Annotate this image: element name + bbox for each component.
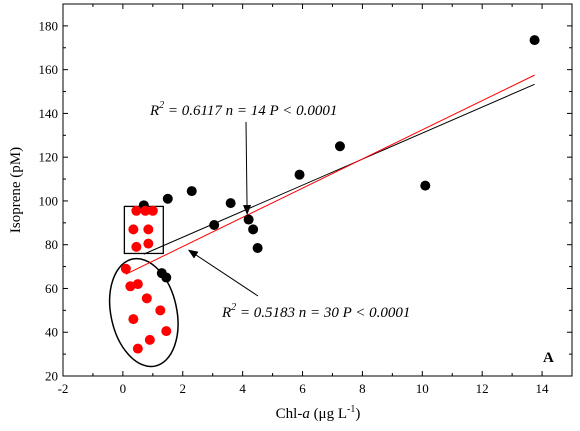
y-tick-label: 120 <box>39 150 59 165</box>
data-point <box>131 205 142 216</box>
data-point <box>209 220 220 231</box>
data-point <box>131 241 142 252</box>
axis-ticks: -2 0 2 4 6 8 10 12 14 20 40 60 80 100 120 140 160 180 <box>39 3 573 396</box>
plot-frame <box>62 3 573 377</box>
data-point <box>147 205 158 216</box>
data-point <box>132 343 143 354</box>
data-point <box>252 242 263 253</box>
regression-line <box>125 74 535 275</box>
x-tick-label: 0 <box>120 381 127 396</box>
data-point <box>141 293 152 304</box>
annotation-label: R2 = 0.6117 n = 14 P < 0.0001 <box>149 100 337 119</box>
y-tick-label: 100 <box>39 193 59 208</box>
x-tick-label: 4 <box>239 381 246 396</box>
data-point <box>143 238 154 249</box>
data-point <box>120 263 131 274</box>
data-point <box>140 205 151 216</box>
x-tick-label: 2 <box>180 381 187 396</box>
y-tick-label: 80 <box>45 237 58 252</box>
data-point <box>294 169 305 180</box>
y-tick-label: 20 <box>45 369 58 384</box>
data-point <box>161 326 172 337</box>
data-point <box>529 35 540 46</box>
data-point <box>143 224 154 235</box>
y-tick-label: 160 <box>39 62 59 77</box>
x-tick-label: 12 <box>476 381 489 396</box>
annotation-label: R2 = 0.5183 n = 30 P < 0.0001 <box>221 302 410 321</box>
y-tick-label: 60 <box>45 281 58 296</box>
y-tick-label: 140 <box>39 106 59 121</box>
x-tick-label: 14 <box>536 381 550 396</box>
x-tick-label: -2 <box>58 381 69 396</box>
data-point <box>186 186 197 197</box>
fit-lines <box>125 74 535 275</box>
data-point <box>128 224 139 235</box>
x-tick-label: 8 <box>359 381 366 396</box>
data-point <box>248 224 259 235</box>
data-point <box>155 305 166 316</box>
data-point <box>144 334 155 345</box>
y-axis-title: Isoprene (pM) <box>8 147 24 233</box>
data-point <box>162 193 173 204</box>
x-axis-title: Chl-a (μg L-1) <box>276 404 361 422</box>
data-point <box>161 272 172 283</box>
y-tick-label: 180 <box>39 18 59 33</box>
x-tick-label: 10 <box>416 381 429 396</box>
panel-label: A <box>543 350 554 366</box>
data-points <box>120 35 540 354</box>
x-tick-label: 6 <box>299 381 306 396</box>
data-point <box>420 180 431 191</box>
regression-line <box>143 83 535 255</box>
data-point <box>334 141 345 152</box>
data-point <box>243 214 254 225</box>
annotation-arrow <box>243 121 252 216</box>
data-point <box>132 279 143 290</box>
annotation-arrow <box>187 249 259 297</box>
y-tick-label: 40 <box>45 325 58 340</box>
annotations: R2 = 0.6117 n = 14 P < 0.0001 R2 = 0.518… <box>149 100 410 321</box>
data-point <box>225 198 236 209</box>
group-ellipse <box>108 257 179 368</box>
data-point <box>128 314 139 325</box>
